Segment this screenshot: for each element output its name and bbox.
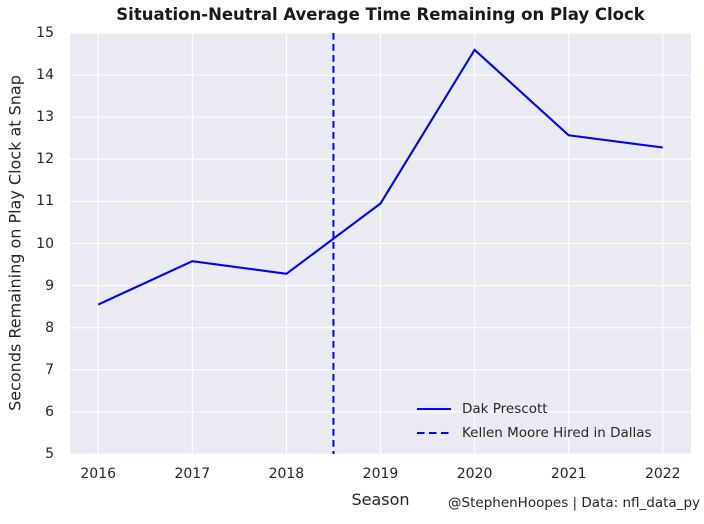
- y-tick-label-15: 15: [36, 25, 54, 41]
- legend-label-kellen-moore-hired: Kellen Moore Hired in Dallas: [462, 425, 652, 441]
- x-tick-label-2018: 2018: [268, 466, 305, 482]
- x-tick-label-2020: 2020: [456, 466, 493, 482]
- x-axis-label: Season: [351, 490, 410, 509]
- y-tick-label-13: 13: [36, 109, 54, 126]
- solid-line-sample-icon: [417, 407, 451, 411]
- series-line-0: [97, 48, 663, 306]
- x-tick-label-2019: 2019: [362, 466, 399, 482]
- y-tick-label-6: 6: [45, 403, 54, 420]
- x-tick-label-2016: 2016: [80, 466, 117, 482]
- y-tick-label-11: 11: [36, 193, 54, 210]
- y-tick-label-7: 7: [45, 361, 54, 378]
- dashed-line-sample-icon: [417, 431, 451, 435]
- credit-annotation: @StephenHoopes | Data: nfl_data_py: [448, 495, 700, 511]
- y-tick-label-8: 8: [45, 319, 54, 336]
- legend-item-dak-prescott: Dak Prescott: [417, 398, 652, 420]
- x-tick-label-2017: 2017: [174, 466, 211, 482]
- y-tick-label-12: 12: [36, 151, 54, 168]
- y-tick-label-9: 9: [45, 277, 54, 294]
- legend: Dak Prescott Kellen Moore Hired in Dalla…: [417, 398, 652, 444]
- x-tick-label-2021: 2021: [550, 466, 587, 482]
- legend-item-kellen-moore-hired: Kellen Moore Hired in Dallas: [417, 422, 652, 444]
- y-tick-label-10: 10: [36, 235, 54, 252]
- legend-label-dak-prescott: Dak Prescott: [462, 401, 548, 417]
- y-tick-label-14: 14: [36, 67, 54, 84]
- chart-title: Situation-Neutral Average Time Remaining…: [116, 5, 645, 24]
- y-tick-label-5: 5: [45, 446, 54, 462]
- x-tick-label-2022: 2022: [644, 466, 681, 482]
